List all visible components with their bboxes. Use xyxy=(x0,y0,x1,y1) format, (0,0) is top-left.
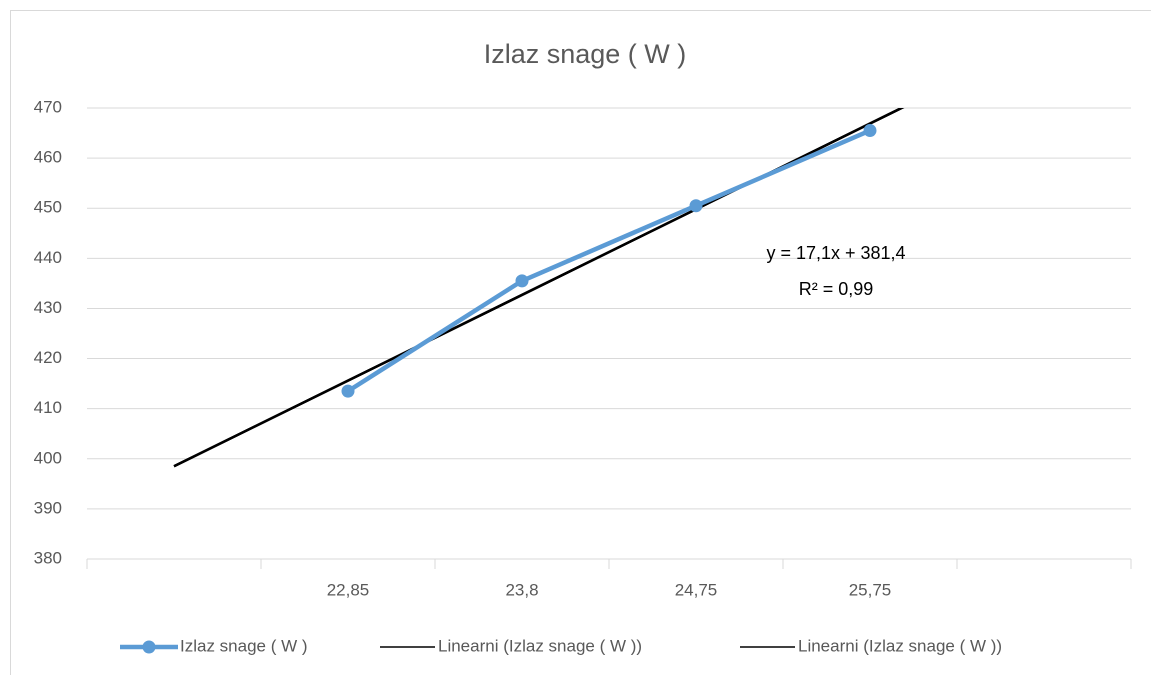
data-point xyxy=(863,124,877,138)
x-tick-label: 22,85 xyxy=(327,580,370,599)
legend-label: Linearni (Izlaz snage ( W )) xyxy=(798,636,1002,655)
chart-border xyxy=(10,10,1151,675)
y-tick-label: 430 xyxy=(34,298,62,317)
data-point xyxy=(689,199,703,213)
y-tick-label: 410 xyxy=(34,398,62,417)
trendline xyxy=(173,108,905,468)
x-tick-label: 24,75 xyxy=(675,580,718,599)
legend-marker xyxy=(142,640,156,654)
y-tick-label: 470 xyxy=(34,97,62,116)
trendlines xyxy=(173,108,905,468)
series-line xyxy=(346,128,871,394)
x-tick-label: 25,75 xyxy=(849,580,892,599)
y-tick-label: 390 xyxy=(34,498,62,517)
data-point xyxy=(341,384,355,398)
chart-title: Izlaz snage ( W ) xyxy=(484,39,687,69)
x-tick-label: 23,8 xyxy=(505,580,538,599)
y-tick-label: 460 xyxy=(34,148,62,167)
y-tick-label: 380 xyxy=(34,548,62,567)
data-point xyxy=(515,274,529,288)
legend-label: Linearni (Izlaz snage ( W )) xyxy=(438,636,642,655)
y-tick-label: 420 xyxy=(34,348,62,367)
y-tick-label: 400 xyxy=(34,448,62,467)
trendline-r-squared: R² = 0,99 xyxy=(799,279,874,299)
y-tick-label: 440 xyxy=(34,248,62,267)
legend-label: Izlaz snage ( W ) xyxy=(180,636,308,655)
trendline-equation: y = 17,1x + 381,4 xyxy=(766,243,905,263)
y-tick-label: 450 xyxy=(34,198,62,217)
